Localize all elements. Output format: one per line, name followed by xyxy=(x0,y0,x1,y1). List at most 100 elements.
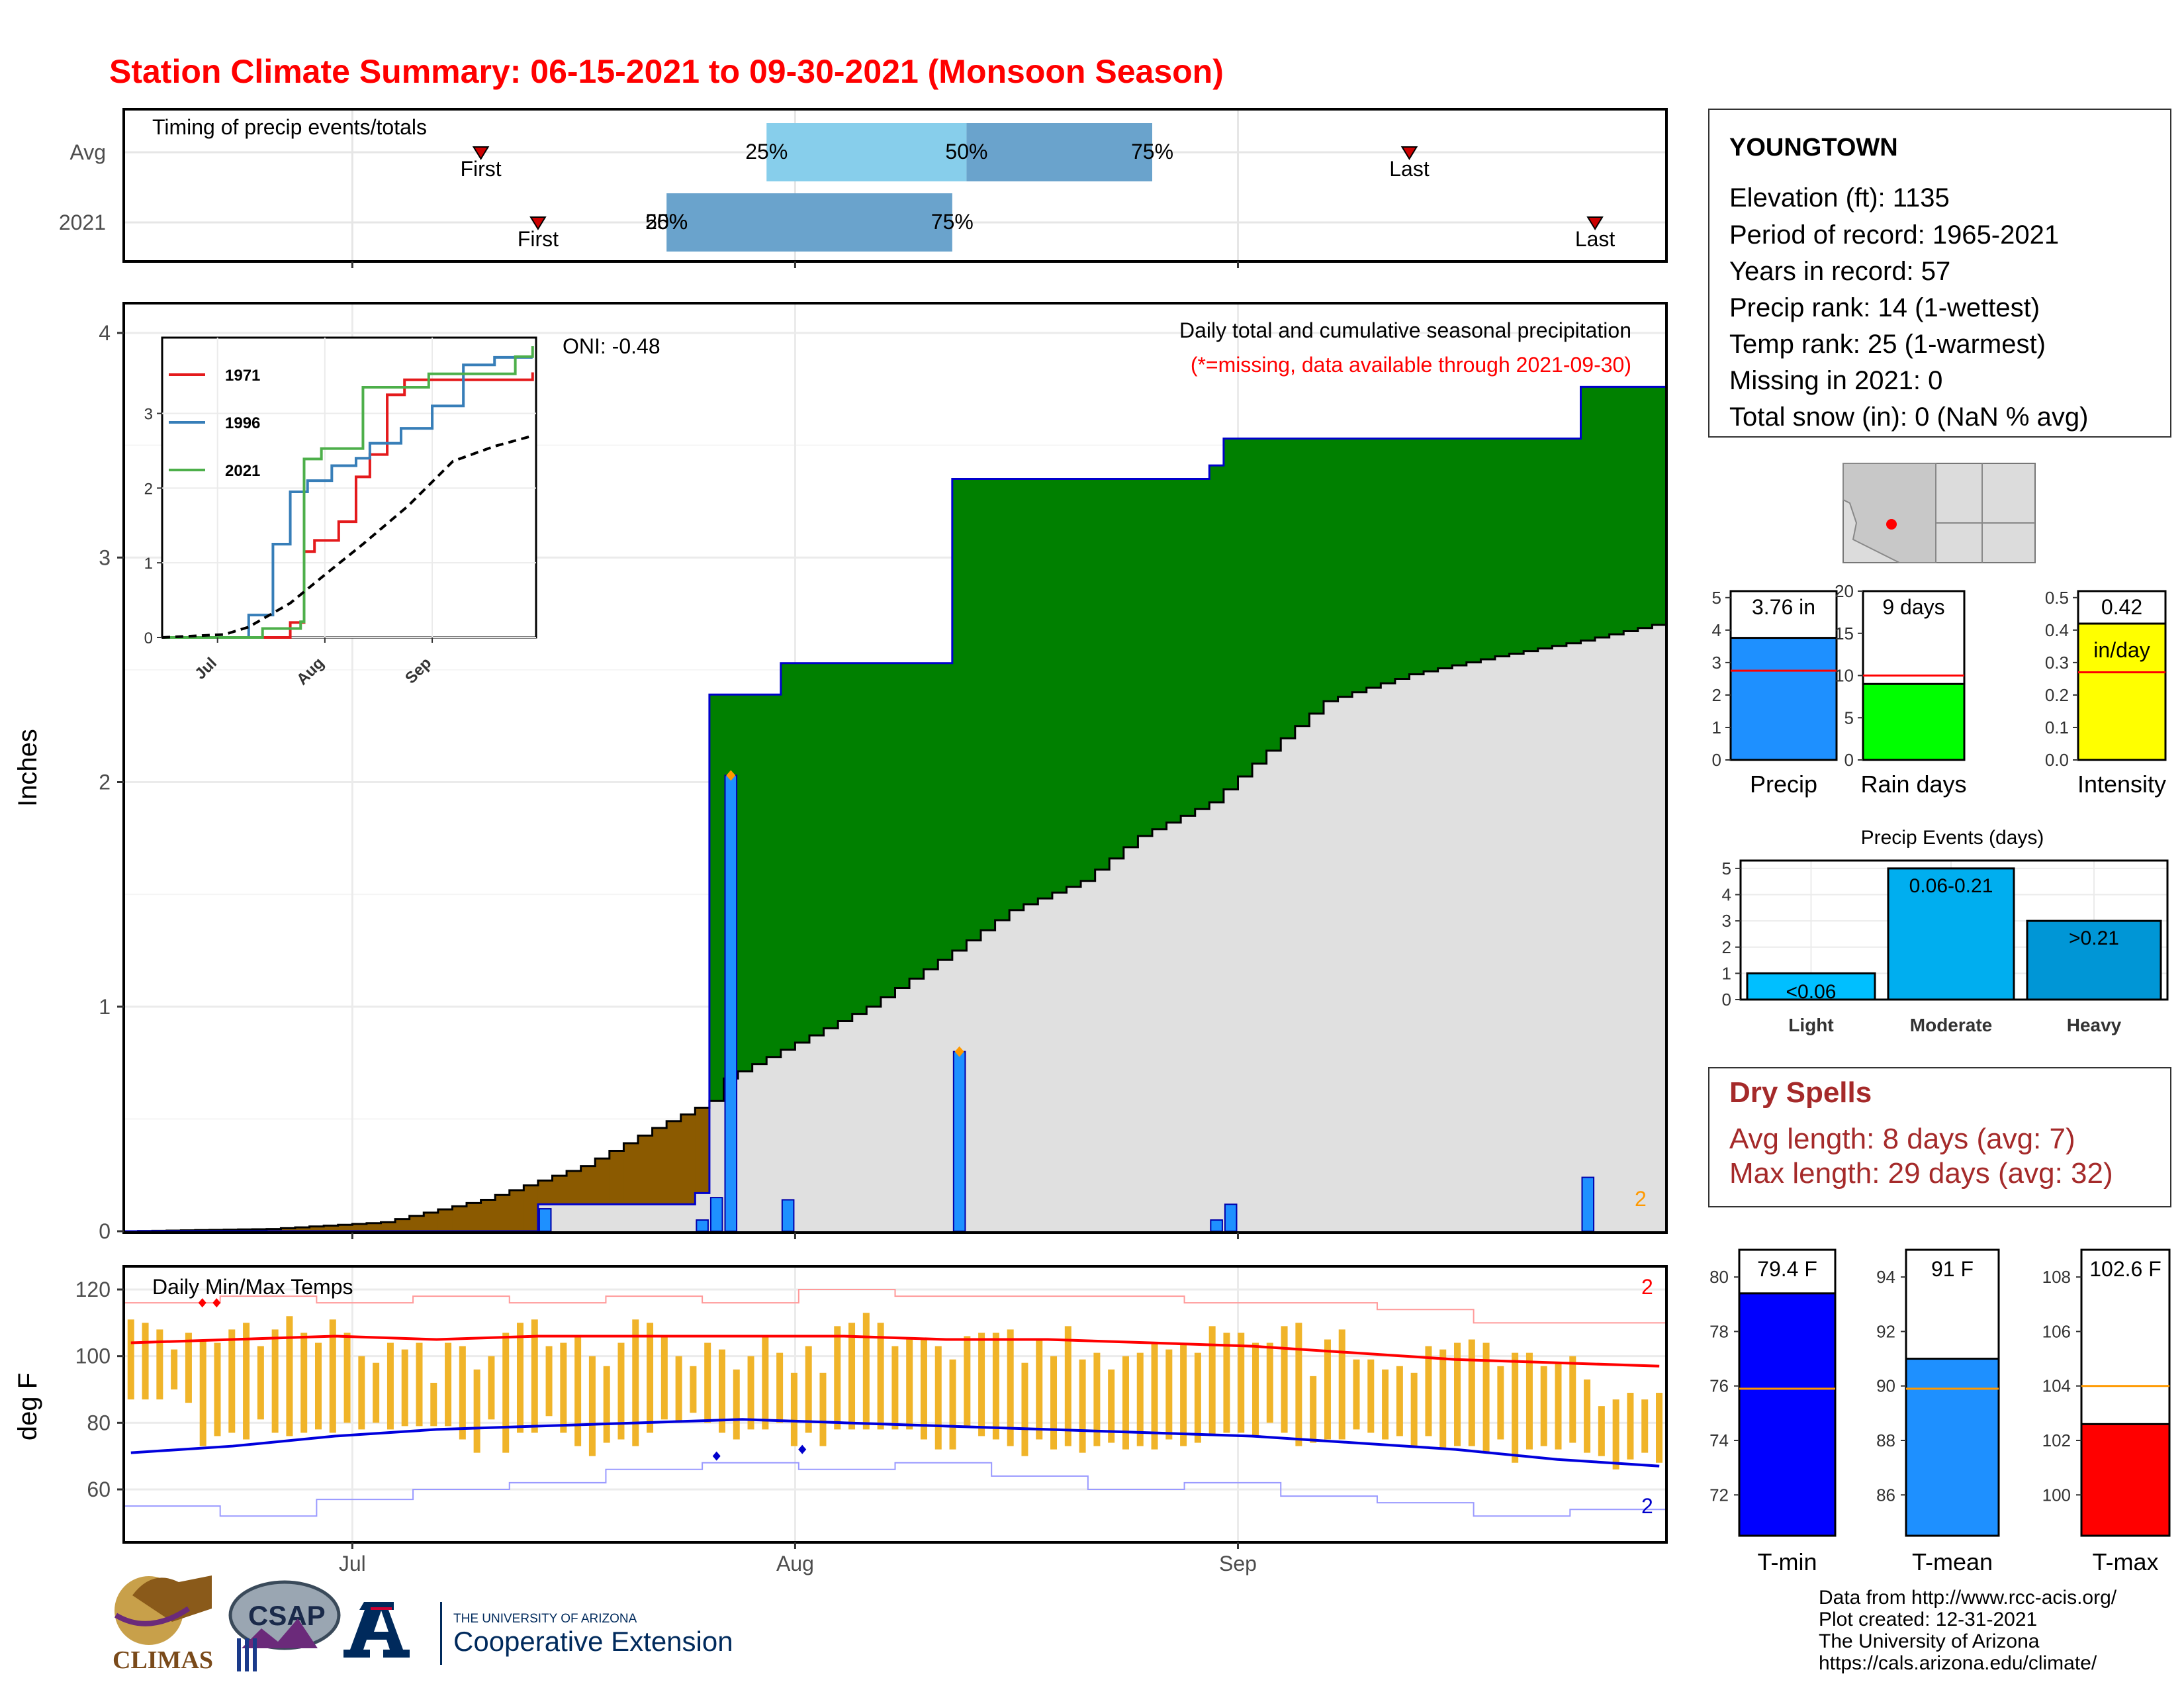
daily-temp-bar xyxy=(1194,1352,1201,1443)
footer-line: The University of Arizona xyxy=(1819,1630,2040,1652)
surplus-area xyxy=(1424,438,1439,672)
daily-temp-bar xyxy=(445,1342,452,1427)
surplus-area xyxy=(1437,438,1453,669)
deficit-area xyxy=(381,1222,396,1231)
seasonal-temp-bars: 79.4 F 72 74 76 78 80 T-min 91 F 86 88 90 92 94 T-mea… xyxy=(1709,1248,2171,1575)
surplus-area xyxy=(1495,438,1510,657)
surplus-area xyxy=(1152,479,1167,829)
deficit-area xyxy=(666,1121,682,1205)
daily-temp-bar xyxy=(1007,1329,1014,1446)
daily-temp-bar xyxy=(1353,1359,1360,1430)
event-bar-value: 0.06-0.21 xyxy=(1909,875,1993,897)
daily-temp-bar xyxy=(1165,1349,1173,1440)
daily-temp-bar xyxy=(1555,1362,1562,1450)
daily-temp-bar xyxy=(603,1366,610,1443)
timing-quantile-label: 25% xyxy=(745,140,788,164)
daily-temp-bar xyxy=(1295,1323,1302,1446)
daily-precip-bar xyxy=(952,1051,966,1232)
daily-temp-bar xyxy=(675,1356,682,1423)
stat-bar-tick-label: 0.0 xyxy=(2045,750,2069,770)
temp-legend-label: Daily Min/Max Temps xyxy=(152,1275,353,1299)
climas-logo: CLIMAS xyxy=(113,1575,213,1674)
daily-temp-bar xyxy=(387,1342,394,1430)
precip-legend-title: Daily total and cumulative seasonal prec… xyxy=(1179,318,1631,342)
precip-ytick-label: 0 xyxy=(99,1219,111,1243)
timing-quantile-label: 50% xyxy=(645,210,688,234)
surplus-area xyxy=(1195,479,1210,810)
daily-temp-bar xyxy=(502,1333,510,1453)
surplus-area xyxy=(1209,465,1224,803)
temp-bar-label: T-max xyxy=(2092,1548,2158,1575)
daily-temp-bar xyxy=(516,1323,523,1433)
temp-bar-tick-label: 78 xyxy=(1709,1321,1729,1341)
deficit-area xyxy=(352,1223,367,1231)
events-tick-label: 2 xyxy=(1722,937,1731,957)
surplus-area xyxy=(1295,438,1310,726)
daily-temp-bar xyxy=(805,1346,812,1433)
temp-bar-label: T-mean xyxy=(1912,1548,1993,1575)
daily-temp-bar xyxy=(1425,1346,1432,1436)
daily-temp-bar xyxy=(733,1369,740,1440)
stat-bar-tick-label: 0.5 xyxy=(2045,588,2069,608)
normal-min-line xyxy=(130,1418,1660,1468)
stat-bar-tick-label: 0.4 xyxy=(2045,620,2069,640)
month-axis-label: Sep xyxy=(1219,1552,1257,1575)
record-day-marker xyxy=(212,1298,221,1308)
temp-ylabel: deg F xyxy=(13,1373,42,1440)
daily-temp-bar xyxy=(373,1362,380,1423)
surplus-area xyxy=(1095,479,1110,870)
oni-label: ONI: -0.48 xyxy=(563,334,660,358)
inset-series-line xyxy=(162,355,533,639)
footer-credits: Data from http://www.rcc-acis.org/ Plot … xyxy=(1819,1587,2117,1674)
daily-temp-bar xyxy=(647,1323,654,1433)
daily-temp-bar xyxy=(1656,1393,1663,1463)
surplus-area xyxy=(1580,387,1596,641)
normal-cumulative-line xyxy=(124,624,1666,1233)
footer-line: Data from http://www.rcc-acis.org/ xyxy=(1819,1587,2117,1609)
station-line: Years in record: 57 xyxy=(1729,257,1950,286)
station-line: Period of record: 1965-2021 xyxy=(1729,220,2059,250)
stat-bar-label: Rain days xyxy=(1860,771,1966,798)
dry-spells-box: Dry Spells Avg length: 8 days (avg: 7) M… xyxy=(1708,1067,2171,1207)
deficit-area xyxy=(595,1158,610,1205)
daily-temp-bar xyxy=(1324,1339,1331,1440)
station-line: Missing in 2021: 0 xyxy=(1729,366,1942,395)
event-bar-label: Light xyxy=(1788,1015,1833,1035)
daily-temp-bar xyxy=(949,1359,956,1450)
surplus-area xyxy=(1452,438,1467,666)
daily-temp-bar xyxy=(848,1323,856,1430)
station-line: Precip rank: 14 (1-wettest) xyxy=(1729,293,2040,322)
temp-ytick-label: 80 xyxy=(87,1411,111,1434)
daily-precip-bar xyxy=(696,1219,709,1232)
timing-quantile-label: 50% xyxy=(945,140,987,164)
surplus-area xyxy=(1081,479,1096,881)
daily-temp-bar xyxy=(920,1339,927,1440)
stat-bar-tick-label: 3 xyxy=(1712,653,1721,673)
daily-temp-bar xyxy=(747,1356,754,1430)
surplus-area xyxy=(1138,479,1153,836)
surplus-area xyxy=(1023,479,1038,905)
daily-temp-bar xyxy=(588,1356,596,1456)
event-bar-label: Moderate xyxy=(1910,1015,1992,1035)
deficit-area xyxy=(295,1227,310,1231)
temp-bar-tick-label: 108 xyxy=(2042,1267,2071,1287)
daily-temp-bar xyxy=(1021,1362,1028,1456)
daily-temp-bar xyxy=(1108,1369,1115,1443)
ua-logo-top: THE UNIVERSITY OF ARIZONA xyxy=(453,1612,637,1626)
precip-ylabel: Inches xyxy=(13,729,42,807)
daily-temp-bar xyxy=(964,1336,971,1427)
temp-bar-value-label: 91 F xyxy=(1931,1257,1974,1281)
daily-temp-bar xyxy=(574,1336,582,1446)
surplus-area xyxy=(852,663,867,1014)
dry-spells-avg: Avg length: 8 days (avg: 7) xyxy=(1729,1123,2075,1155)
event-bar-moderate xyxy=(1887,867,2015,1001)
stat-bar-tick-label: 20 xyxy=(1835,581,1854,601)
daily-temp-bar xyxy=(358,1356,365,1430)
deficit-area xyxy=(638,1135,653,1205)
timing-first-marker xyxy=(472,146,490,160)
surplus-area xyxy=(1623,387,1639,632)
daily-temp-bar xyxy=(228,1329,236,1433)
stat-bar-intensity xyxy=(2077,622,2167,761)
events-tick-label: 4 xyxy=(1722,885,1731,905)
daily-temp-bar xyxy=(343,1333,351,1423)
